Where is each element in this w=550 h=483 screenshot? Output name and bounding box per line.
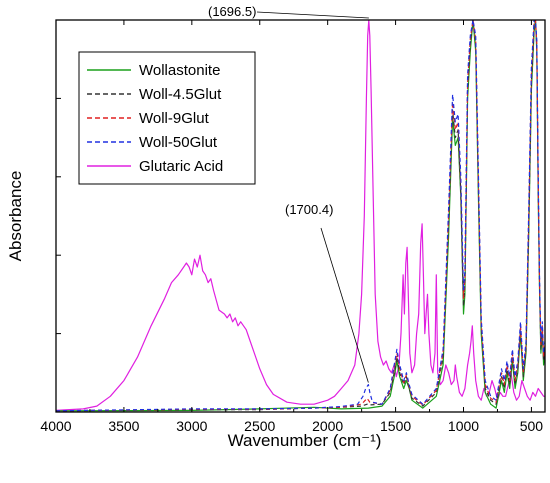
x-tick-label: 3000 (176, 418, 207, 434)
legend-label: Woll-50Glut (139, 134, 218, 151)
peak-annotation-leader (320, 227, 369, 383)
x-tick-label: 500 (520, 418, 544, 434)
legend-label: Glutaric Acid (139, 158, 223, 175)
legend-box (78, 51, 256, 185)
peak-annotation-label: (1696.5) (208, 4, 256, 19)
legend: Wollastonite Woll-4.5Glut Woll-9Glut Woll-5… (78, 51, 256, 185)
x-tick-label: 3500 (108, 418, 139, 434)
legend-label: Woll-9Glut (139, 110, 210, 127)
x-tick-label: 2000 (312, 418, 343, 434)
x-tick-label: 2500 (244, 418, 275, 434)
peak-annotation-leader (256, 11, 369, 19)
x-tick-label: 4000 (40, 418, 71, 434)
legend-label: Woll-4.5Glut (139, 86, 222, 103)
series-group (56, 20, 545, 412)
x-tick-label: 1000 (448, 418, 479, 434)
annotations-group: (1696.5) (1700.4) (208, 4, 369, 383)
x-axis-title: Wavenumber (cm⁻¹) (228, 431, 382, 450)
y-axis-title: Absorbance (6, 171, 25, 262)
series-line-woll-50glut (56, 20, 545, 412)
axes-group: 4000 3500 3000 2500 2000 1500 1000 500 (40, 19, 544, 434)
plot-frame (55, 19, 546, 413)
x-tick-label: 1500 (380, 418, 411, 434)
legend-label: Wollastonite (139, 62, 220, 79)
peak-annotation-label: (1700.4) (285, 202, 333, 217)
